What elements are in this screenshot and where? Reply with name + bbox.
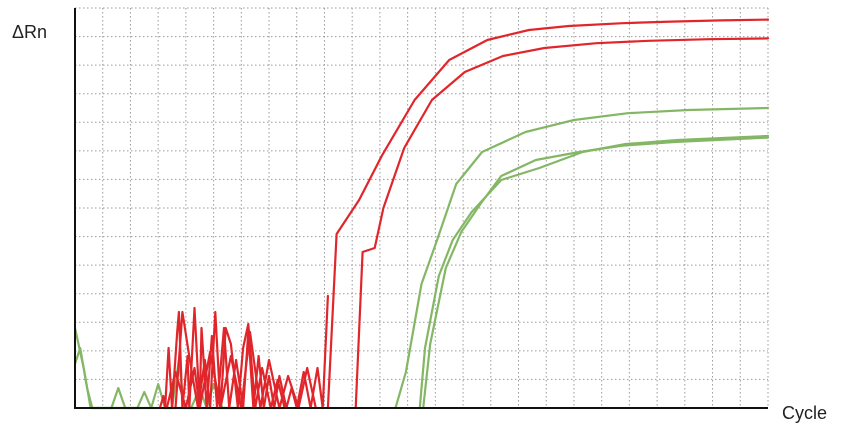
series-line-red: [174, 310, 286, 410]
grid: [75, 7, 769, 408]
series-line-red: [354, 37, 770, 410]
series-group: [73, 18, 770, 410]
y-axis-label: ΔRn: [12, 22, 47, 42]
series-line-red: [326, 18, 770, 410]
x-axis-label: Cycle: [782, 403, 827, 423]
axes: [74, 8, 768, 409]
series-line-green: [418, 134, 770, 410]
series-line-green: [394, 106, 770, 410]
series-line-green: [422, 136, 770, 410]
